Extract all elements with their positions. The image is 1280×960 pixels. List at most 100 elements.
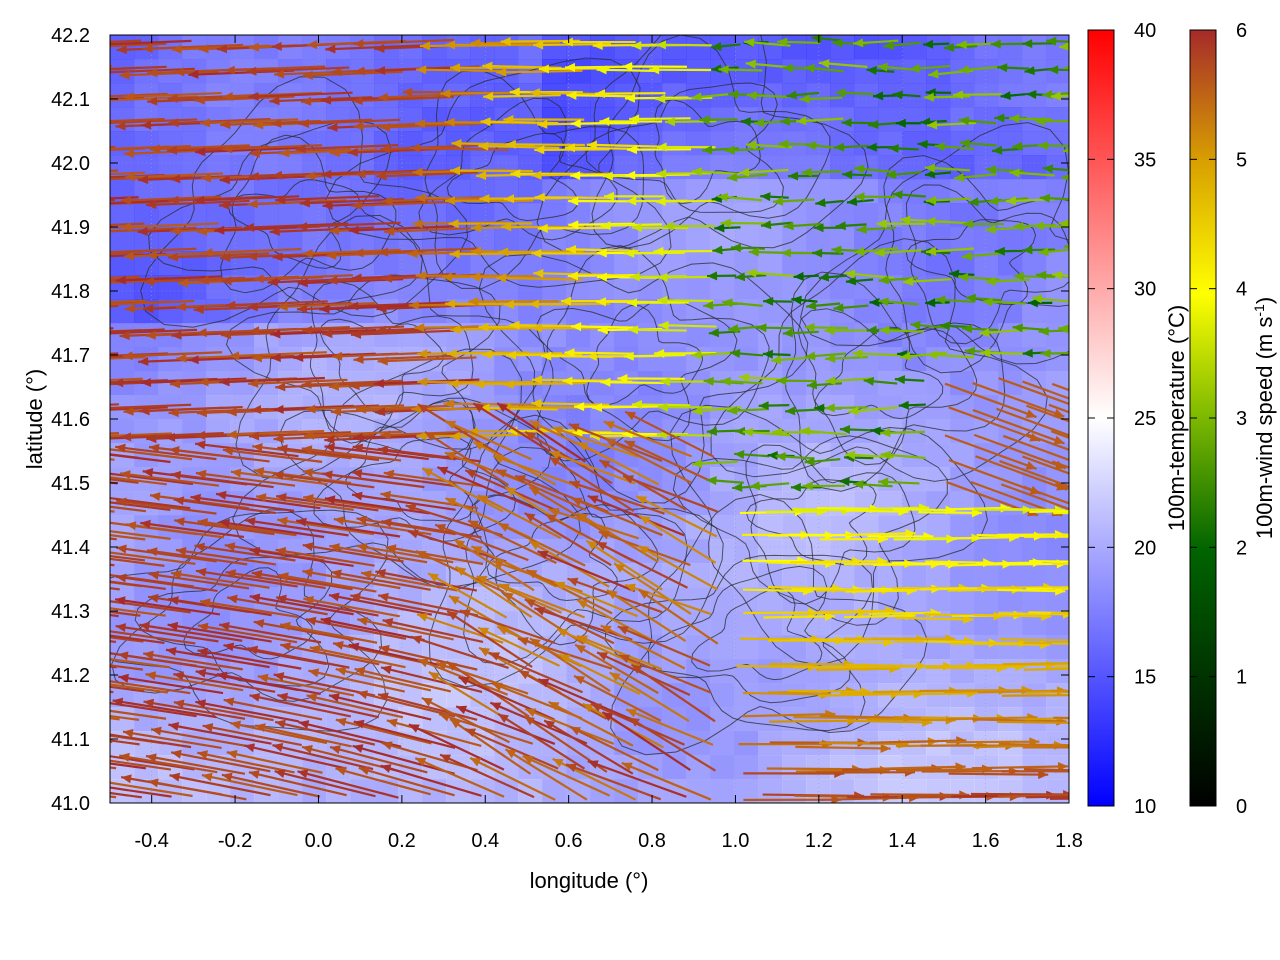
temperature-cell (734, 515, 759, 540)
wind-vector-head (562, 37, 573, 47)
temperature-cell (182, 419, 207, 444)
wind-vector-head (93, 698, 104, 707)
wind-vector-head (655, 197, 666, 207)
wind-vector (247, 199, 347, 209)
wind-vector-shaft (110, 42, 167, 48)
wind-vector-head (174, 67, 185, 77)
temperature-cell (542, 299, 567, 324)
wind-vector-head (44, 571, 54, 580)
wind-vector-head (656, 142, 667, 152)
temperature-cell (1046, 227, 1069, 252)
wind-vector (1107, 716, 1196, 725)
temperature-cell (302, 107, 327, 132)
wind-vector-head (538, 64, 549, 74)
temperature-colorbar-tick-label: 25 (1134, 408, 1156, 430)
temperature-cell (734, 35, 759, 60)
wind-vector-head (778, 139, 789, 149)
wind-vector (1042, 90, 1069, 99)
temperature-cell (878, 179, 903, 204)
wind-vector-head (374, 43, 385, 53)
wind-vector-head (1170, 613, 1180, 622)
wind-vector-shaft (1102, 746, 1192, 747)
x-tick-label: 1.0 (722, 830, 750, 852)
wind-vector-head (329, 148, 340, 158)
terrain-contour (905, 184, 1069, 345)
wind-vector (384, 226, 483, 236)
wind-vector-head (740, 117, 751, 127)
wind-vector-head (440, 89, 451, 99)
wind-speed-colorbar-tick-label: 1 (1236, 667, 1247, 689)
terrain-contour (800, 122, 1069, 365)
wind-vector-head (123, 92, 134, 102)
wind-vector (483, 92, 561, 102)
wind-vector (656, 142, 716, 152)
wind-vector (744, 38, 791, 48)
temperature-cell (686, 179, 711, 204)
wind-vector-shaft (110, 198, 116, 202)
wind-vector (110, 304, 119, 308)
wind-vector-head (805, 141, 816, 151)
wind-vector-head (94, 353, 104, 362)
wind-vector-head (988, 196, 999, 206)
terrain-contour (183, 567, 314, 660)
wind-vector-head (93, 444, 103, 453)
wind-vector (379, 122, 480, 132)
wind-vector (595, 89, 666, 99)
wind-vector-shaft (376, 171, 479, 178)
wind-vector-shaft (449, 252, 534, 256)
wind-vector-head (779, 116, 790, 126)
wind-vector-head (96, 248, 106, 257)
wind-vector-shaft (110, 144, 191, 151)
wind-vector (110, 65, 167, 71)
temperature-cell (638, 683, 663, 708)
temperature-cell (710, 203, 735, 228)
wind-vector-head (402, 87, 413, 97)
wind-vector-head (1071, 636, 1081, 645)
wind-vector-head (15, 600, 25, 609)
temperature-cell (230, 347, 255, 372)
wind-vector (625, 170, 690, 180)
wind-vector (885, 170, 922, 180)
wind-vector-shaft (817, 609, 896, 614)
terrain-contour (710, 238, 1048, 482)
wind-vector-shaft (596, 68, 660, 73)
temperature-cell (974, 635, 999, 660)
wind-vector-head (352, 96, 363, 106)
wind-vector-head (505, 139, 516, 149)
wind-vector (853, 38, 899, 48)
wind-vector-head (923, 92, 934, 102)
wind-vector (564, 143, 639, 153)
temperature-cell (206, 107, 231, 132)
temperature-cell (782, 611, 807, 636)
wind-vector-head (1136, 510, 1147, 518)
wind-vector-head (219, 175, 230, 185)
wind-vector-head (304, 171, 316, 181)
temperature-cell (710, 635, 735, 660)
wind-vector-head (354, 66, 365, 76)
wind-vector-head (198, 44, 209, 54)
wind-vector-head (67, 494, 77, 503)
temperature-cell (566, 179, 591, 204)
wind-vector-head (194, 95, 205, 105)
wind-vector-head (1153, 507, 1163, 516)
wind-vector-head (220, 253, 231, 263)
temperature-cell (806, 443, 831, 468)
wind-vector-head (74, 433, 84, 442)
wind-vector (804, 63, 844, 73)
wind-vector-shaft (534, 196, 611, 200)
wind-vector (720, 218, 767, 228)
wind-vector-head (592, 41, 603, 51)
temperature-cell (566, 779, 591, 803)
temperature-cell (470, 251, 495, 276)
wind-vector-head (200, 173, 212, 183)
wind-speed-colorbar-tick-label: 5 (1236, 149, 1247, 171)
wind-vector-head (110, 103, 111, 105)
wind-vector (146, 199, 250, 210)
temperature-cell (1046, 155, 1069, 180)
wind-vector (110, 196, 139, 200)
temperature-cell (422, 107, 447, 132)
temperature-cell (806, 659, 831, 684)
wind-vector-shaft (224, 65, 326, 72)
terrain-contour (691, 588, 823, 681)
temperature-cell (854, 779, 879, 803)
